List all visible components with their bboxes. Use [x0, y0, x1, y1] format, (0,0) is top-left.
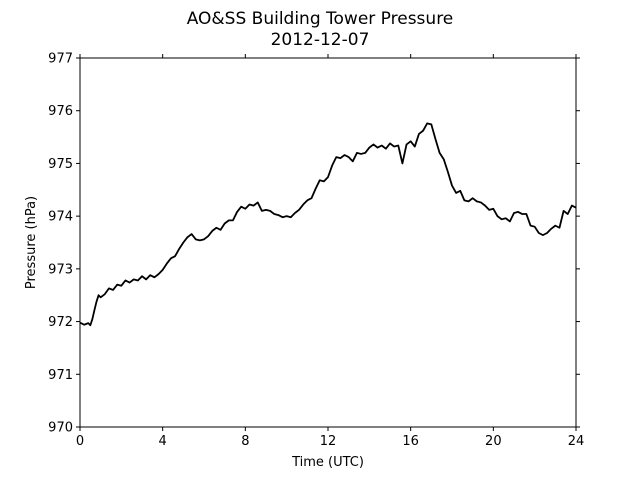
y-tick-label: 973 — [48, 262, 73, 277]
pressure-series-line — [79, 122, 577, 327]
plot-area-frame — [79, 57, 577, 428]
y-axis-label: Pressure (hPa) — [24, 196, 39, 289]
series-layer — [79, 122, 577, 327]
y-axis: 970 971 972 973 974 975 976 977 — [48, 52, 580, 436]
x-tick-label: 8 — [241, 434, 249, 449]
x-axis-label: Time (UTC) — [291, 455, 364, 470]
x-tick-label: 16 — [402, 434, 419, 449]
x-axis: 0 4 8 12 16 20 24 — [76, 54, 584, 449]
chart-title: AO&SS Building Tower Pressure — [187, 9, 454, 29]
y-tick-label: 971 — [48, 368, 73, 383]
y-tick-label: 975 — [48, 157, 73, 172]
x-tick-label: 12 — [320, 434, 337, 449]
chart-subtitle: 2012-12-07 — [271, 30, 370, 50]
x-tick-label: 4 — [159, 434, 167, 449]
x-tick-label: 24 — [568, 434, 585, 449]
y-tick-label: 970 — [48, 421, 73, 436]
y-tick-label: 976 — [48, 104, 73, 119]
x-tick-label: 0 — [76, 434, 84, 449]
x-tick-label: 20 — [485, 434, 502, 449]
y-tick-label: 974 — [48, 210, 73, 225]
y-tick-label: 977 — [48, 52, 73, 67]
y-tick-label: 972 — [48, 315, 73, 330]
